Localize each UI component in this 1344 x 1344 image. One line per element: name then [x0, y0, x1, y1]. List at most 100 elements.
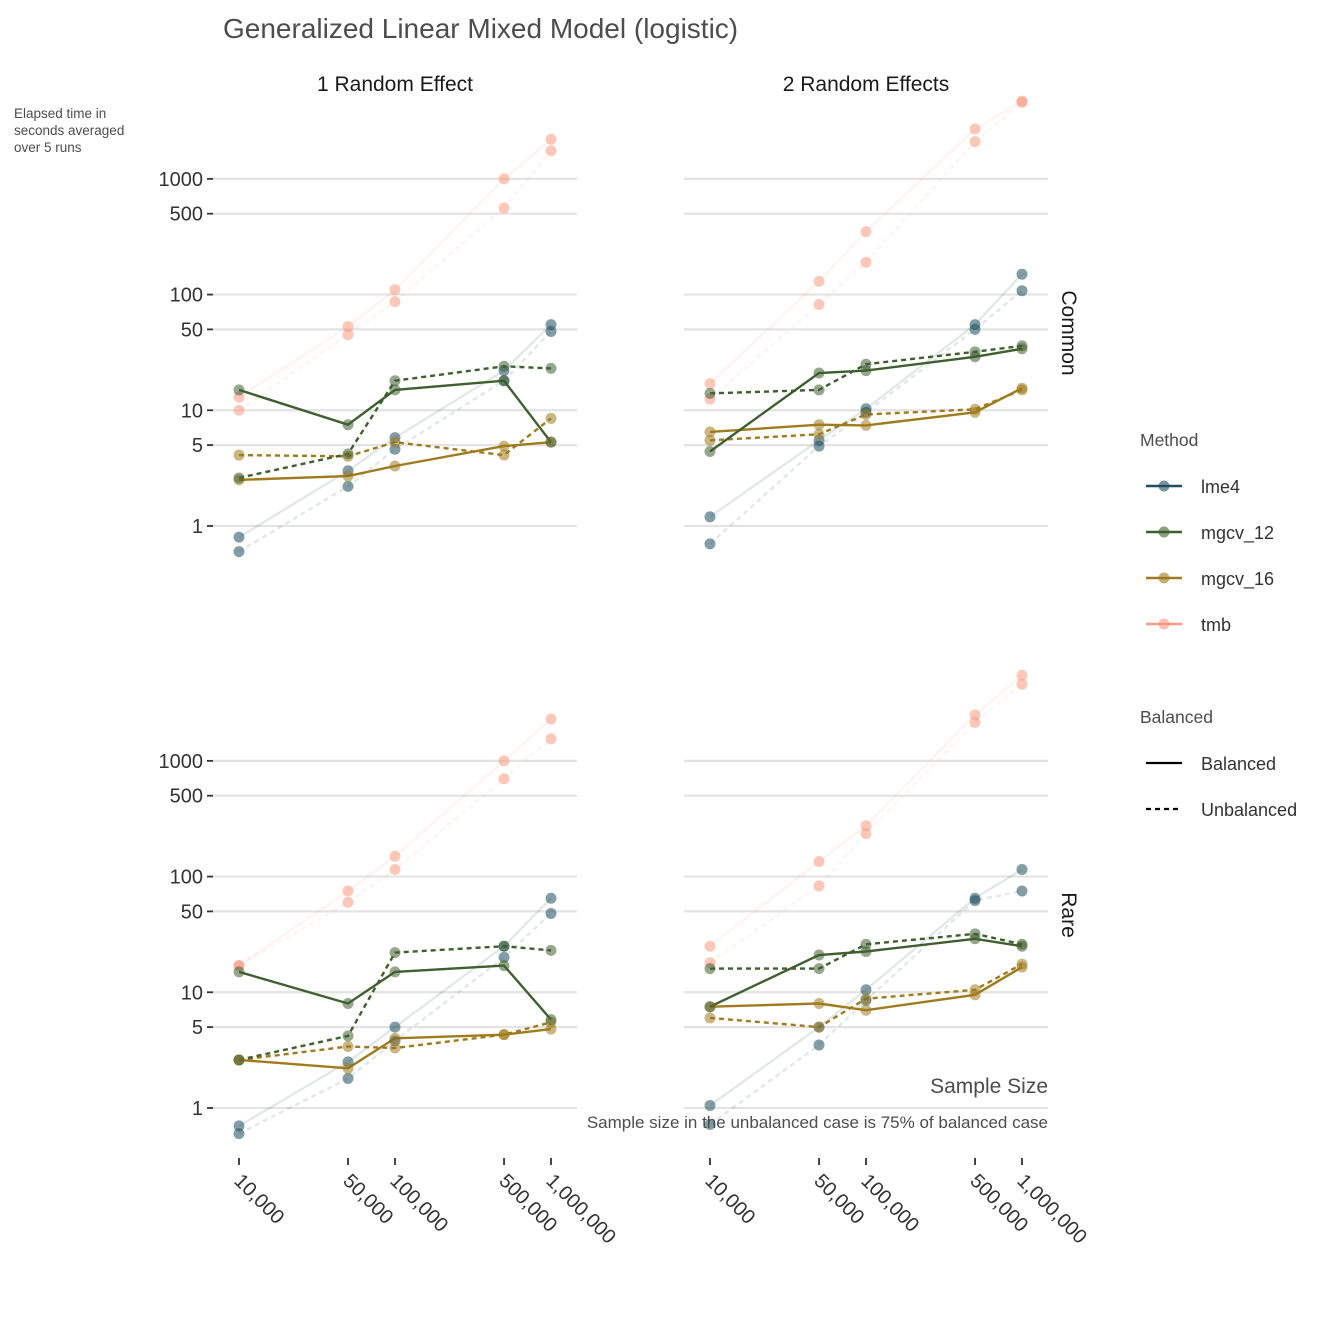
data-point-mgcv_16-balanced — [389, 460, 401, 472]
data-point-tmb-balanced — [813, 275, 825, 287]
legend-key-point — [1158, 618, 1170, 630]
data-point-lme4-unbalanced — [545, 325, 557, 337]
data-point-tmb-unbalanced — [860, 256, 872, 268]
data-point-mgcv_12-balanced — [342, 419, 354, 431]
data-point-tmb-unbalanced — [498, 773, 510, 785]
y-tick-label: 100 — [170, 285, 203, 307]
y-tick-label: 1000 — [159, 751, 204, 773]
data-point-mgcv_12-balanced — [813, 367, 825, 379]
y-note-line-1: Elapsed time in — [14, 106, 106, 121]
data-point-mgcv_16-balanced — [860, 419, 872, 431]
data-point-mgcv_12-balanced — [233, 384, 245, 396]
data-point-mgcv_16-unbalanced — [813, 1021, 825, 1033]
y-note-line-3: over 5 runs — [14, 140, 82, 155]
data-point-mgcv_12-unbalanced — [498, 360, 510, 372]
data-point-mgcv_12-unbalanced — [1016, 340, 1028, 352]
data-point-lme4-unbalanced — [233, 1128, 245, 1140]
data-point-mgcv_16-balanced — [342, 470, 354, 482]
strip-row-common: Common — [1057, 290, 1080, 375]
data-point-mgcv_12-balanced — [704, 446, 716, 458]
data-point-mgcv_12-unbalanced — [342, 448, 354, 460]
legend-label-unbalanced: Unbalanced — [1201, 800, 1297, 820]
data-point-lme4-unbalanced — [704, 1118, 716, 1130]
x-tick-label: 100,000 — [385, 1170, 452, 1237]
y-tick-label: 100 — [170, 867, 203, 889]
panels-layer: 1 Random Effect 2 Random Effects Common Rar… — [159, 73, 1091, 1248]
data-point-tmb-unbalanced — [860, 828, 872, 840]
data-point-lme4-unbalanced — [498, 951, 510, 963]
data-point-tmb-balanced — [813, 855, 825, 867]
y-note-line-2: seconds averaged — [14, 123, 124, 138]
x-tick-label: 1,000,000 — [541, 1170, 619, 1248]
data-point-tmb-balanced — [860, 820, 872, 832]
data-point-tmb-balanced — [1016, 669, 1028, 681]
legend-label-mgcv-12: mgcv_12 — [1201, 523, 1274, 544]
legend-balanced-entries: Balanced Unbalanced — [1146, 754, 1297, 820]
data-point-mgcv_12-balanced — [389, 966, 401, 978]
data-point-tmb-unbalanced — [233, 404, 245, 416]
y-tick-label: 50 — [181, 319, 203, 341]
data-point-lme4-unbalanced — [342, 480, 354, 492]
data-point-tmb-balanced — [860, 226, 872, 238]
data-point-mgcv_16-unbalanced — [704, 1012, 716, 1024]
data-point-tmb-unbalanced — [969, 136, 981, 148]
data-point-mgcv_16-unbalanced — [342, 1040, 354, 1052]
data-point-mgcv_12-balanced — [233, 966, 245, 978]
data-point-mgcv_16-balanced — [704, 426, 716, 438]
data-point-mgcv_16-balanced — [860, 1004, 872, 1016]
data-point-mgcv_16-unbalanced — [860, 993, 872, 1005]
data-point-mgcv_12-unbalanced — [498, 940, 510, 952]
data-point-mgcv_12-unbalanced — [545, 362, 557, 374]
legend-label-balanced: Balanced — [1201, 754, 1276, 774]
series-line-mgcv_16-unbalanced — [238, 417, 552, 458]
legend-label-mgcv-16: mgcv_16 — [1201, 569, 1274, 590]
data-point-lme4-balanced — [704, 511, 716, 523]
series-line-tmb-unbalanced — [709, 683, 1023, 964]
data-point-mgcv_12-balanced — [545, 436, 557, 448]
legend-label-tmb: tmb — [1201, 615, 1231, 635]
legend-key-point — [1158, 480, 1170, 492]
data-point-mgcv_16-balanced — [342, 1062, 354, 1074]
y-tick-label: 1000 — [159, 169, 204, 191]
chart-caption: Sample size in the unbalanced case is 75… — [587, 1113, 1048, 1132]
data-point-tmb-balanced — [389, 850, 401, 862]
legend-balanced-title: Balanced — [1140, 707, 1213, 727]
data-point-tmb-balanced — [342, 320, 354, 332]
series-line-mgcv_12-unbalanced — [710, 932, 1023, 970]
series-line-lme4-unbalanced — [709, 289, 1023, 545]
data-point-mgcv_16-unbalanced — [389, 1042, 401, 1054]
data-point-tmb-unbalanced — [389, 296, 401, 308]
legend-key-point — [1158, 526, 1170, 538]
data-point-tmb-unbalanced — [813, 299, 825, 311]
x-tick-label: 50,000 — [339, 1170, 398, 1229]
data-point-lme4-unbalanced — [545, 907, 557, 919]
data-point-mgcv_16-unbalanced — [969, 984, 981, 996]
data-point-tmb-balanced — [545, 133, 557, 145]
data-point-mgcv_12-balanced — [498, 375, 510, 387]
data-point-mgcv_16-unbalanced — [389, 436, 401, 448]
data-point-tmb-balanced — [969, 123, 981, 135]
data-point-mgcv_12-unbalanced — [389, 947, 401, 959]
data-point-tmb-unbalanced — [498, 202, 510, 214]
series-line-lme4-balanced — [709, 273, 1023, 518]
data-point-mgcv_12-unbalanced — [860, 358, 872, 370]
data-point-lme4-balanced — [545, 892, 557, 904]
data-point-tmb-balanced — [704, 940, 716, 952]
data-point-lme4-balanced — [233, 1120, 245, 1132]
data-point-lme4-balanced — [233, 531, 245, 543]
data-point-tmb-unbalanced — [969, 716, 981, 728]
data-point-mgcv_16-unbalanced — [860, 408, 872, 420]
data-point-tmb-unbalanced — [1016, 678, 1028, 690]
data-point-mgcv_12-unbalanced — [233, 472, 245, 484]
data-point-tmb-unbalanced — [545, 145, 557, 157]
y-tick-label: 500 — [170, 786, 203, 808]
data-point-mgcv_12-unbalanced — [545, 944, 557, 956]
x-tick-label: 10,000 — [229, 1170, 288, 1229]
data-point-mgcv_16-unbalanced — [969, 403, 981, 415]
panel-2-random-effects-common — [684, 95, 1048, 550]
data-point-mgcv_16-unbalanced — [1016, 384, 1028, 396]
data-point-mgcv_12-unbalanced — [704, 387, 716, 399]
